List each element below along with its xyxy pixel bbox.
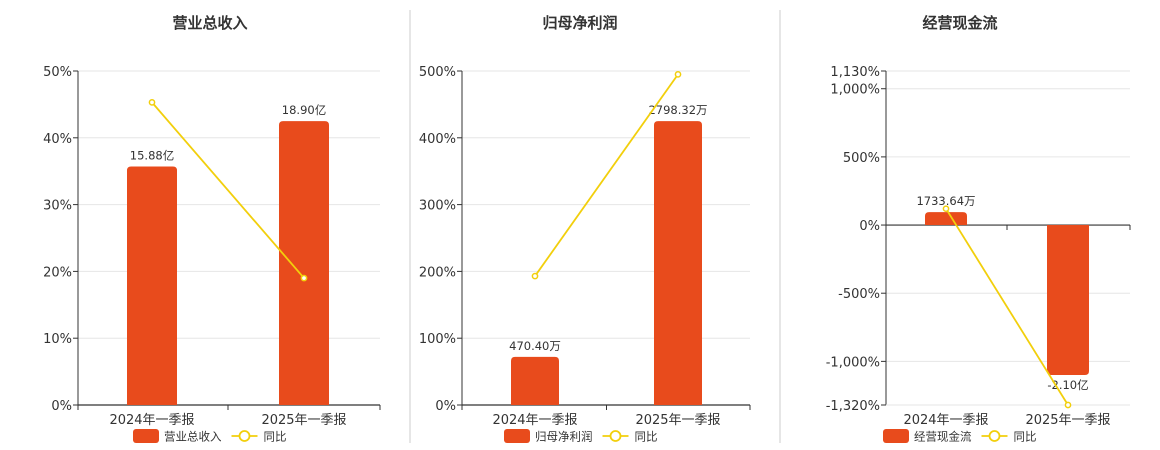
- x-tick-label: 2025年一季报: [1025, 413, 1110, 428]
- legend-bar-swatch: [133, 429, 159, 443]
- legend-bar-swatch: [883, 429, 909, 443]
- chart-panel-2: 归母净利润 0% 100% 200% 300% 400% 500% 2024年一季报 2025年…: [419, 14, 751, 444]
- bar: [279, 121, 329, 405]
- y-tick-label: 400%: [419, 132, 456, 147]
- x-tick-label: 2025年一季报: [261, 413, 346, 428]
- x-tick-label: 2025年一季报: [635, 413, 720, 428]
- x-tick-label: 2024年一季报: [903, 413, 988, 428]
- y-tick-label: 10%: [43, 332, 72, 347]
- y-tick-label: 30%: [43, 199, 72, 214]
- legend-bar-swatch: [504, 429, 530, 443]
- series-line: [151, 101, 305, 279]
- bar: [925, 212, 967, 226]
- legend-label-bar: 营业总收入: [164, 430, 222, 444]
- chart-title: 经营现金流: [922, 14, 997, 32]
- bar: [1047, 225, 1089, 376]
- chart-title: 营业总收入: [172, 14, 247, 32]
- line-point: [300, 274, 308, 282]
- y-tick-label: 40%: [43, 132, 72, 147]
- y-tick-label: 0%: [51, 399, 72, 414]
- bar-data-label: 2798.32万: [648, 103, 707, 117]
- series-line: [534, 73, 679, 277]
- bar: [511, 356, 559, 405]
- legend-label-line: 同比: [635, 430, 658, 444]
- y-tick-label: -1,000%: [826, 355, 880, 370]
- y-tick-label: -1,320%: [826, 399, 880, 414]
- y-tick-label: 0%: [859, 219, 880, 234]
- legend-label-bar: 经营现金流: [914, 430, 972, 444]
- bar-data-label: 18.90亿: [282, 103, 326, 117]
- x-tick-label: 2024年一季报: [109, 413, 194, 428]
- series-line: [945, 208, 1069, 406]
- y-tick-label: 300%: [419, 199, 456, 214]
- y-tick-label: 500%: [843, 151, 880, 166]
- y-tick-label: 500%: [419, 65, 456, 80]
- line-point: [674, 70, 682, 78]
- y-tick-label: 200%: [419, 265, 456, 280]
- x-tick-label: 2024年一季报: [492, 413, 577, 428]
- line-point: [531, 272, 539, 280]
- legend-label-line: 同比: [264, 430, 287, 444]
- legend-label-line: 同比: [1014, 430, 1037, 444]
- y-tick-label: -500%: [838, 287, 880, 302]
- legend-label-bar: 归母净利润: [535, 430, 593, 444]
- y-tick-label: 50%: [43, 65, 72, 80]
- bar-data-label: 1733.64万: [916, 194, 975, 208]
- legend-line-marker: [609, 430, 622, 442]
- chart-panel-1: 营业总收入 0% 10% 20% 30% 40% 50% 2024年一季报 2025年一季报 15…: [43, 14, 381, 444]
- y-tick-label: 20%: [43, 265, 72, 280]
- y-tick-label: 1,130%: [830, 65, 880, 80]
- legend-line-marker: [238, 430, 251, 442]
- bar: [654, 121, 702, 405]
- chart-title: 归母净利润: [542, 14, 617, 32]
- bar: [127, 166, 177, 405]
- line-point: [942, 205, 950, 213]
- chart-panel-3: 经营现金流 -1,320% -1,000% -500% 0% 500% 1,000% 1,13…: [826, 14, 1131, 444]
- bar-data-label: 470.40万: [509, 339, 561, 353]
- line-point: [148, 99, 156, 106]
- y-tick-label: 1,000%: [830, 83, 880, 98]
- bar-data-label: 15.88亿: [130, 149, 174, 163]
- legend-line-marker: [988, 430, 1001, 442]
- line-point: [1064, 401, 1072, 409]
- y-tick-label: 100%: [419, 332, 456, 347]
- y-tick-label: 0%: [435, 399, 456, 414]
